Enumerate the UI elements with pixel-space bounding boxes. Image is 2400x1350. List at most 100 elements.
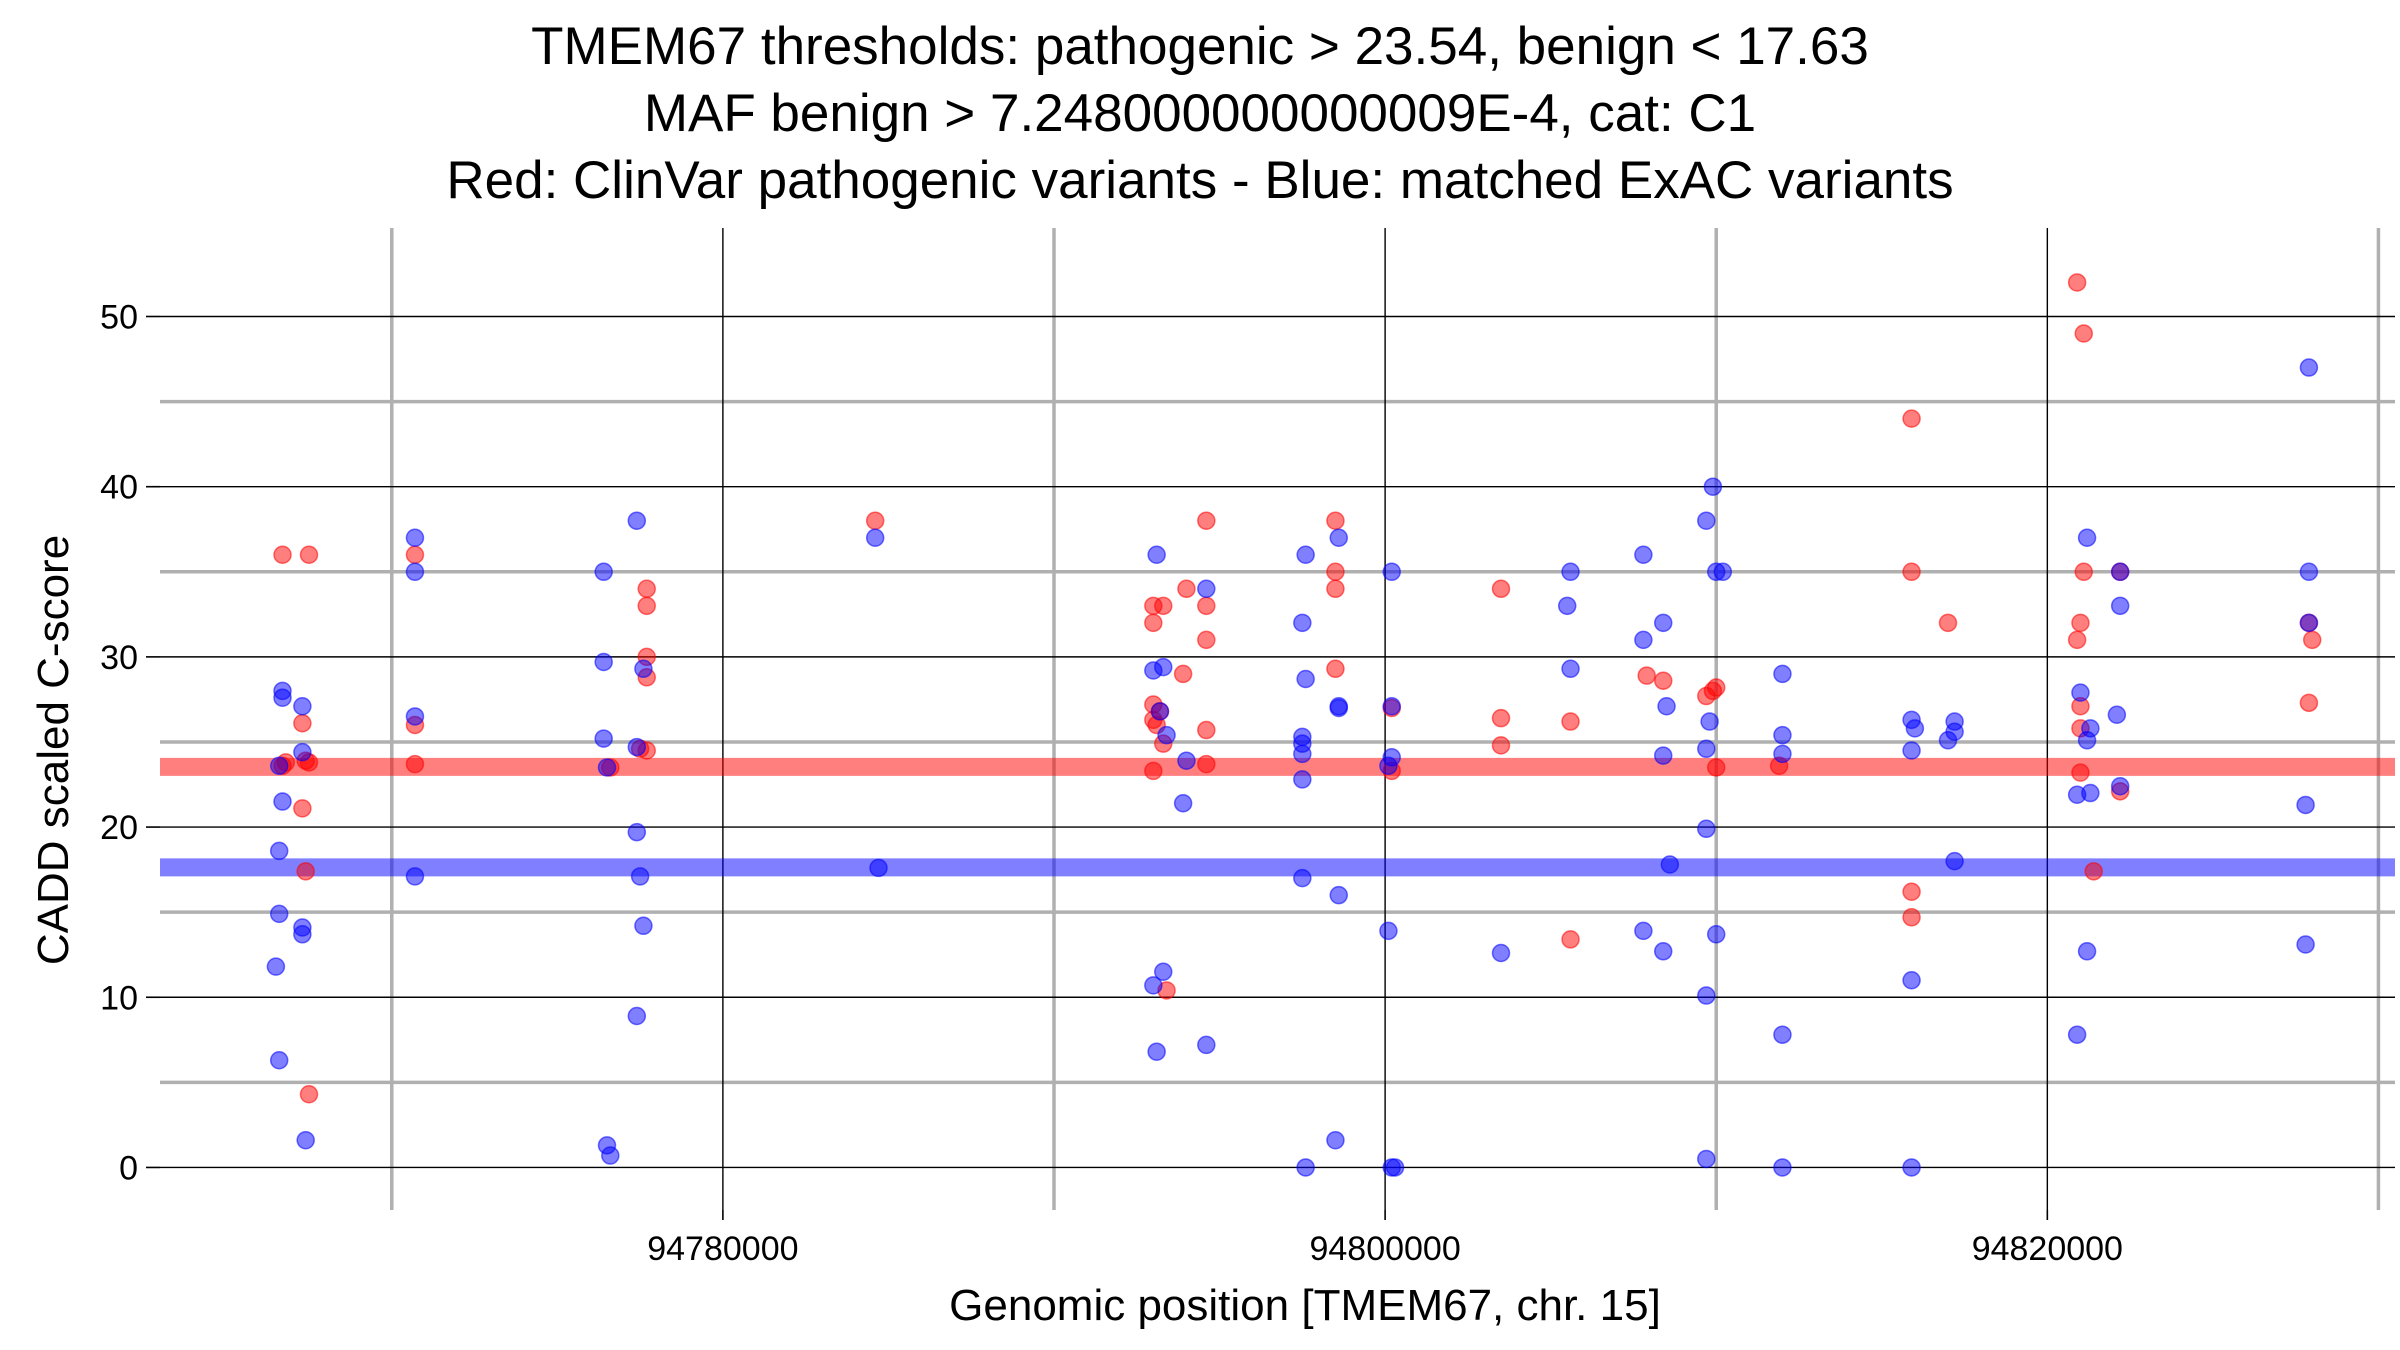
clinvar-point: [1938, 613, 1958, 633]
y-tick-label: 30: [100, 639, 138, 677]
clinvar-point: [1491, 708, 1511, 728]
x-tick-label: 94800000: [1309, 1230, 1460, 1268]
exac-point: [594, 562, 613, 582]
clinvar-point: [405, 545, 425, 565]
exac-point: [1382, 696, 1401, 716]
exac-point: [1379, 756, 1398, 776]
clinvar-point: [2074, 562, 2094, 582]
exac-point: [293, 696, 312, 716]
exac-point: [1154, 657, 1173, 677]
exac-point: [1773, 725, 1792, 745]
exac-point: [1653, 942, 1673, 961]
clinvar-point: [1173, 664, 1193, 684]
clinvar-point: [2084, 862, 2103, 881]
exac-point: [1561, 659, 1580, 679]
exac-point: [1902, 741, 1921, 760]
exac-point: [1147, 1042, 1166, 1061]
x-tick-label: 94780000: [647, 1230, 798, 1268]
y-axis-title: CADD scaled C-score: [29, 535, 78, 965]
exac-point: [1713, 562, 1733, 582]
exac-point: [1385, 1158, 1405, 1177]
exac-point: [1561, 562, 1580, 582]
exac-point: [1773, 1025, 1792, 1044]
clinvar-point: [1144, 613, 1163, 633]
exac-point: [2110, 776, 2130, 796]
clinvar-point: [1197, 754, 1216, 774]
exac-point: [1177, 751, 1196, 770]
exac-point: [273, 688, 292, 707]
exac-point: [1329, 528, 1349, 547]
exac-point: [634, 916, 653, 936]
clinvar-point: [1144, 761, 1163, 781]
exac-point: [1293, 613, 1312, 633]
exac-point: [627, 511, 647, 530]
clinvar-point: [1491, 579, 1511, 599]
exac-point: [1296, 1158, 1315, 1177]
chart-title-line-1: TMEM67 thresholds: pathogenic > 23.54, b…: [531, 17, 1869, 76]
exac-point: [1697, 739, 1716, 759]
exac-point: [627, 822, 647, 842]
clinvar-point: [1326, 659, 1345, 679]
exac-point: [1150, 702, 1170, 721]
exac-point: [627, 1006, 647, 1026]
clinvar-point: [2071, 763, 2090, 782]
exac-point: [1491, 943, 1511, 963]
exac-point: [296, 1130, 315, 1150]
clinvar-point: [299, 545, 319, 565]
exac-point: [597, 758, 617, 777]
exac-point: [1700, 712, 1719, 731]
exac-point: [266, 957, 286, 976]
y-tick-label: 20: [100, 809, 138, 847]
clinvar-point: [2302, 630, 2322, 650]
exac-point: [1296, 669, 1315, 689]
threshold-lines: [160, 757, 2395, 877]
clinvar-point: [1326, 511, 1345, 530]
y-tick-label: 50: [100, 298, 138, 336]
x-tick-label: 94820000: [1972, 1230, 2123, 1268]
exac-point: [1905, 719, 1925, 738]
exac-point: [1557, 596, 1577, 616]
y-tick-label: 40: [100, 469, 138, 507]
exac-point: [1902, 970, 1921, 990]
clinvar-point: [865, 511, 885, 530]
exac-point: [594, 652, 613, 672]
chart-title-line-3: Red: ClinVar pathogenic variants - Blue:…: [446, 151, 1954, 210]
exac-point: [1382, 562, 1401, 582]
exac-point: [269, 841, 289, 861]
clinvar-point: [1902, 908, 1921, 927]
exac-point: [1329, 885, 1349, 905]
clinvar-point: [405, 754, 425, 774]
exac-point: [1144, 976, 1163, 995]
exac-point: [1653, 613, 1673, 633]
exac-point: [1657, 696, 1676, 716]
exac-point: [1945, 851, 1964, 871]
clinvar-point: [1491, 736, 1511, 755]
exac-point: [1634, 921, 1653, 941]
clinvar-point: [1902, 562, 1921, 582]
exac-point: [2107, 705, 2127, 724]
exac-point: [1902, 1158, 1921, 1177]
exac-point: [2110, 596, 2130, 616]
exac-point: [2299, 562, 2319, 582]
clinvar-point: [637, 596, 656, 616]
clinvar-point: [1561, 930, 1580, 949]
clinvar-point: [293, 799, 312, 818]
exac-point: [1157, 725, 1176, 745]
exac-point: [869, 858, 888, 878]
clinvar-point: [296, 862, 315, 881]
exac-point: [269, 904, 289, 924]
clinvar-point: [1902, 409, 1921, 428]
x-axis-ticks: 94780000 94800000 94820000: [647, 1210, 2123, 1268]
minor-gridlines: [160, 228, 2395, 1210]
y-axis-ticks: 0 10 20 30 40 50: [100, 298, 160, 1187]
exac-point: [1938, 731, 1958, 750]
exac-point: [1329, 698, 1349, 718]
clinvar-point: [1653, 671, 1673, 690]
exac-point: [1697, 819, 1716, 839]
exac-point: [594, 729, 613, 748]
exac-point: [627, 737, 647, 757]
y-tick-label: 10: [100, 979, 138, 1017]
clinvar-point: [1326, 579, 1345, 599]
exac-point: [2071, 683, 2090, 702]
exac-point: [1773, 744, 1792, 764]
